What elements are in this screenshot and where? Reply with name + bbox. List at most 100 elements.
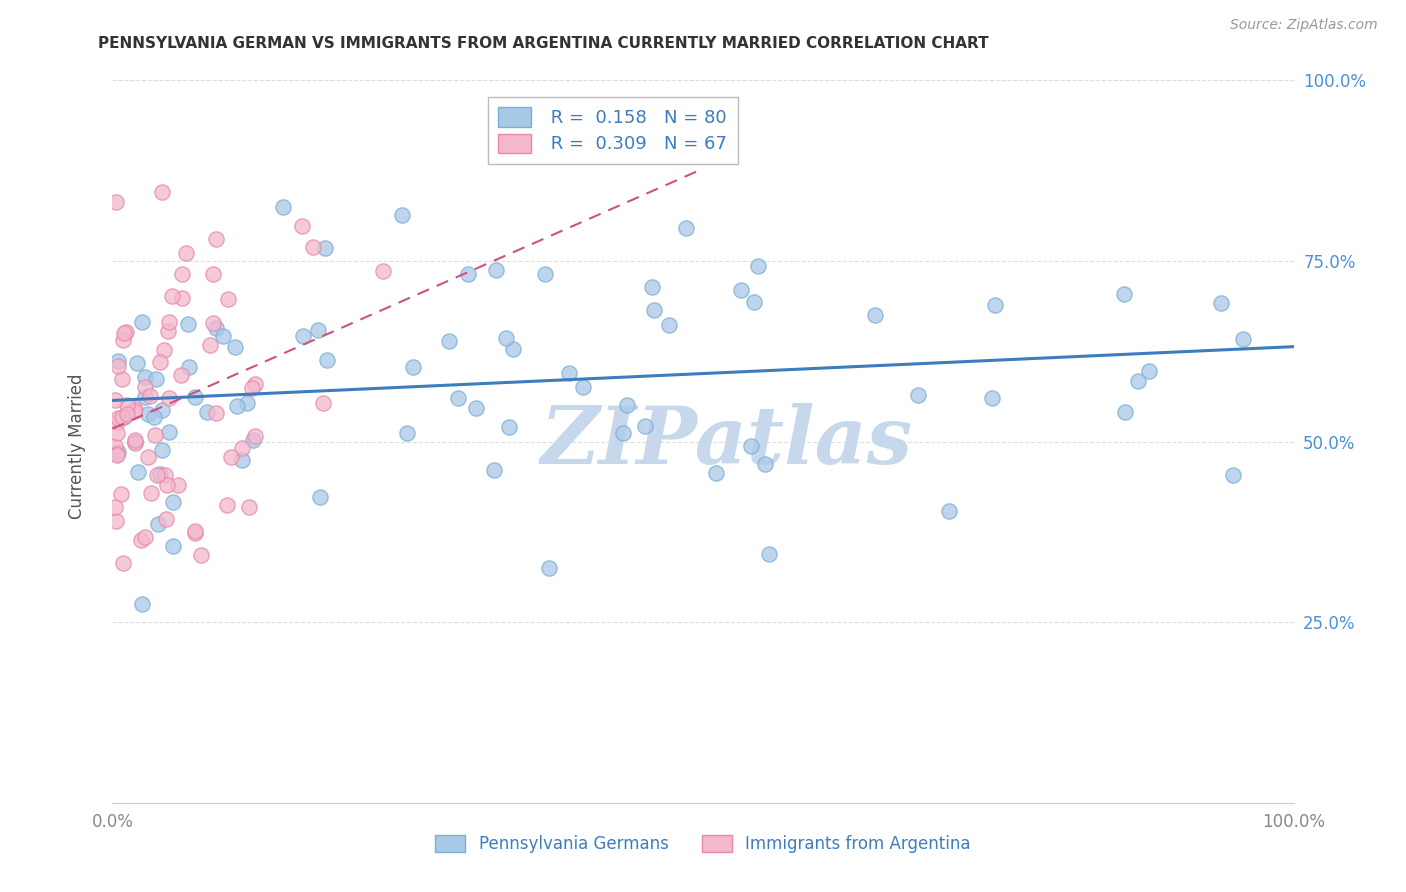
Point xyxy=(174,246,197,260)
Point xyxy=(131,598,153,612)
Point xyxy=(315,353,337,368)
Point xyxy=(162,495,184,509)
Point xyxy=(197,405,219,419)
Point xyxy=(485,263,508,277)
Point xyxy=(134,530,156,544)
Legend: Pennsylvania Germans, Immigrants from Argentina: Pennsylvania Germans, Immigrants from Ar… xyxy=(429,828,977,860)
Point xyxy=(104,439,127,453)
Point xyxy=(706,467,728,481)
Point xyxy=(747,259,769,273)
Point xyxy=(136,407,159,421)
Point xyxy=(231,441,253,455)
Point xyxy=(1137,364,1160,378)
Point xyxy=(153,467,176,482)
Point xyxy=(243,429,266,443)
Point xyxy=(157,315,180,329)
Point xyxy=(105,415,128,429)
Point xyxy=(139,486,162,500)
Point xyxy=(863,308,886,322)
Point xyxy=(396,425,419,440)
Point xyxy=(533,268,555,282)
Point xyxy=(149,467,172,482)
Point xyxy=(291,329,314,343)
Point xyxy=(150,403,173,417)
Point xyxy=(1114,286,1136,301)
Point xyxy=(107,354,129,368)
Point xyxy=(150,443,173,458)
Point xyxy=(235,396,257,410)
Point xyxy=(371,264,394,278)
Point xyxy=(204,232,226,246)
Point xyxy=(641,280,664,294)
Point xyxy=(105,195,128,210)
Point xyxy=(150,186,173,200)
Point xyxy=(558,366,581,380)
Point xyxy=(495,331,517,345)
Point xyxy=(1211,296,1233,310)
Point xyxy=(131,315,153,329)
Point xyxy=(312,396,335,410)
Point xyxy=(160,289,183,303)
Point xyxy=(115,407,138,421)
Point xyxy=(243,377,266,392)
Point xyxy=(309,490,332,504)
Point xyxy=(202,316,225,330)
Point xyxy=(1114,405,1136,419)
Point xyxy=(107,411,129,425)
Point xyxy=(145,371,167,385)
Point xyxy=(190,549,212,563)
Point xyxy=(110,372,132,386)
Point xyxy=(1232,333,1254,347)
Point xyxy=(219,450,242,465)
Point xyxy=(314,241,336,255)
Point xyxy=(634,418,657,433)
Point xyxy=(122,404,145,418)
Point xyxy=(145,468,167,483)
Point xyxy=(240,380,263,394)
Point xyxy=(754,457,776,471)
Point xyxy=(572,380,595,394)
Point xyxy=(271,200,294,214)
Point xyxy=(184,524,207,539)
Point xyxy=(134,370,156,384)
Point xyxy=(112,334,135,348)
Point xyxy=(1222,467,1244,482)
Point xyxy=(226,400,249,414)
Point xyxy=(242,433,264,447)
Point xyxy=(124,434,146,449)
Point xyxy=(484,463,506,477)
Point xyxy=(129,533,152,547)
Point xyxy=(177,360,200,375)
Point xyxy=(984,298,1007,312)
Point xyxy=(104,392,127,407)
Point xyxy=(115,398,138,412)
Point xyxy=(302,240,325,254)
Text: Source: ZipAtlas.com: Source: ZipAtlas.com xyxy=(1230,18,1378,32)
Point xyxy=(105,425,128,440)
Point xyxy=(142,410,165,425)
Point xyxy=(231,453,253,467)
Point xyxy=(111,556,134,570)
Point xyxy=(612,426,634,441)
Point xyxy=(538,560,561,574)
Point xyxy=(907,388,929,402)
Point xyxy=(1126,374,1149,388)
Point xyxy=(184,391,207,405)
Point xyxy=(105,447,128,461)
Point xyxy=(758,547,780,561)
Point xyxy=(643,302,665,317)
Point xyxy=(217,499,239,513)
Point xyxy=(172,267,194,281)
Point xyxy=(139,388,162,402)
Point xyxy=(391,207,413,221)
Point xyxy=(205,406,228,420)
Point xyxy=(616,398,638,412)
Point xyxy=(238,500,260,514)
Point xyxy=(110,487,132,501)
Point xyxy=(740,439,762,453)
Point xyxy=(134,380,156,394)
Point xyxy=(134,390,156,404)
Point xyxy=(107,444,129,458)
Point xyxy=(124,433,146,447)
Text: Currently Married: Currently Married xyxy=(69,373,86,519)
